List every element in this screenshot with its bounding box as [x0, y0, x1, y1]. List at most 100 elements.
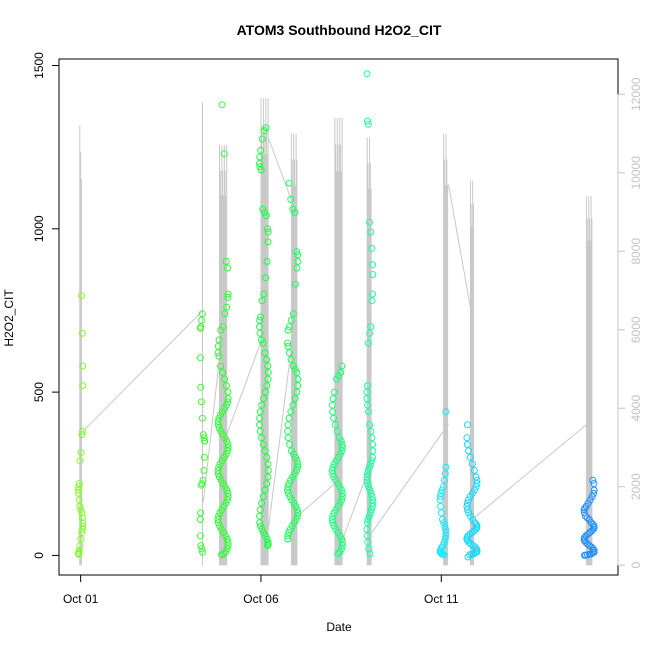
data-point [328, 516, 336, 523]
data-point [263, 535, 271, 543]
data-point [256, 427, 264, 435]
data-point [258, 297, 266, 305]
data-point [367, 323, 375, 331]
data-point [215, 352, 223, 360]
data-point [366, 218, 373, 226]
data-point [221, 434, 229, 442]
data-point [264, 375, 272, 383]
gray-connector [82, 309, 204, 433]
data-point [264, 228, 272, 236]
data-point [264, 467, 272, 474]
data-point [331, 421, 339, 429]
data-point [328, 467, 336, 474]
data-point [220, 150, 228, 158]
data-point [368, 297, 376, 305]
data-point [464, 553, 472, 561]
data-point [258, 499, 266, 507]
data-point [287, 476, 295, 484]
data-point [261, 447, 269, 455]
data-point [285, 414, 293, 422]
data-point [284, 434, 292, 442]
data-point [369, 499, 377, 507]
data-point [79, 382, 87, 390]
data-point [294, 463, 301, 471]
data-point [224, 388, 232, 396]
data-point [285, 323, 293, 331]
data-point [78, 514, 86, 522]
data-point [216, 522, 224, 530]
data-point [224, 398, 232, 406]
data-point [284, 427, 292, 435]
data-point [218, 101, 226, 109]
data-point [218, 551, 225, 559]
data-point [199, 431, 207, 439]
data-point [284, 342, 292, 350]
data-point [293, 388, 301, 396]
data-point [260, 290, 268, 298]
data-point [337, 486, 345, 494]
data-point [440, 519, 448, 527]
data-point [256, 163, 264, 171]
data-point [200, 467, 208, 474]
data-point [437, 509, 445, 517]
data-point [338, 535, 346, 543]
data-point [363, 70, 371, 78]
data-point [364, 467, 372, 474]
data-point [216, 509, 224, 517]
data-point [291, 365, 299, 373]
data-point [442, 463, 450, 471]
data-point [284, 326, 292, 334]
data-point [438, 486, 446, 494]
data-point [224, 493, 232, 501]
data-point [291, 395, 299, 403]
data-point [198, 310, 206, 318]
data-point [214, 421, 222, 429]
data-point [330, 522, 338, 530]
data-point [256, 160, 263, 167]
data-point [466, 453, 474, 461]
data-point [293, 457, 301, 465]
data-point [198, 414, 206, 422]
data-point [78, 292, 85, 300]
data-point [294, 258, 302, 265]
data-point [285, 179, 293, 187]
data-point [338, 447, 346, 455]
data-point [256, 519, 264, 527]
data-point [75, 480, 83, 488]
data-point [330, 473, 338, 481]
data-point [215, 512, 223, 520]
data-point [369, 261, 376, 269]
data-point [78, 509, 86, 517]
data-point [258, 135, 266, 143]
data-point [329, 463, 337, 471]
data-point [440, 551, 448, 559]
data-point [222, 532, 229, 540]
data-point [284, 421, 292, 429]
data-point [286, 440, 294, 448]
data-point [258, 434, 266, 442]
y-tick-label: 1000 [32, 215, 46, 242]
x-axis-label: Date [326, 620, 352, 634]
data-point [197, 542, 205, 550]
data-point [369, 496, 377, 504]
data-point [256, 506, 264, 514]
data-point [336, 532, 344, 540]
data-point [363, 473, 371, 481]
data-point [365, 512, 373, 520]
data-point [590, 486, 598, 494]
data-point [215, 424, 223, 432]
data-point [589, 520, 597, 528]
data-point [79, 522, 87, 530]
data-point [365, 463, 373, 471]
data-point [224, 264, 231, 272]
y2-tick-label: 10000 [629, 156, 643, 190]
data-point [224, 290, 232, 298]
data-point [366, 486, 374, 494]
data-point [75, 496, 83, 504]
data-point [366, 329, 374, 337]
y-tick-label: 0 [32, 552, 46, 559]
data-point [473, 480, 481, 488]
gray-connector [448, 184, 475, 326]
data-point [294, 251, 302, 259]
data-point [437, 502, 445, 510]
